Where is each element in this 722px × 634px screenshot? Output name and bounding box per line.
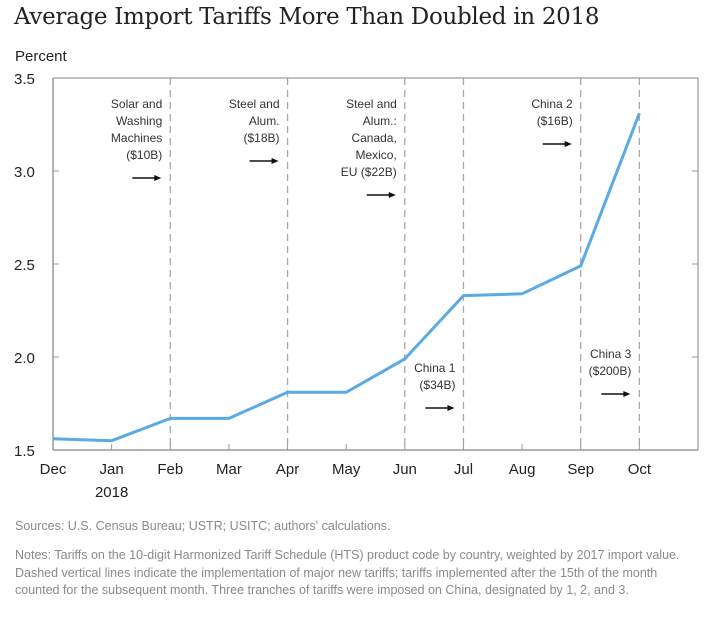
annotation-oct: China 3 ($200B) bbox=[589, 347, 632, 397]
arrow-head-icon bbox=[564, 141, 572, 147]
x-tick-label: Oct bbox=[628, 461, 652, 478]
series-line bbox=[52, 112, 641, 443]
annotation-feb: Solar and Washing Machines ($10B) bbox=[111, 97, 162, 181]
y-tick-label: 3.5 bbox=[14, 71, 35, 88]
arrow-head-icon bbox=[154, 175, 162, 181]
y-axis-ticks: 1.5 2.0 2.5 3.0 3.5 bbox=[14, 71, 698, 460]
annotation-text: Canada, bbox=[351, 131, 396, 145]
x-tick-label: Sep bbox=[567, 461, 594, 478]
y-tick-label: 2.0 bbox=[14, 350, 35, 367]
annotation-text: ($200B) bbox=[589, 364, 632, 378]
chart-title: Average Import Tariffs More Than Doubled… bbox=[14, 4, 600, 30]
annotation-jun: Steel and Alum.: Canada, Mexico, EU ($22B) bbox=[341, 97, 397, 198]
annotation-text: Alum. bbox=[249, 114, 280, 128]
annotation-text: ($10B) bbox=[126, 148, 162, 162]
arrow-head-icon bbox=[388, 192, 396, 198]
y-tick-label: 1.5 bbox=[14, 443, 35, 460]
x-tick-label: Apr bbox=[276, 461, 299, 478]
series bbox=[52, 112, 641, 443]
x-tick-year-label: 2018 bbox=[95, 484, 128, 501]
x-axis-ticks: Dec Jan 2018 Feb Mar Apr May Jun Jul Aug Sep Oct bbox=[40, 444, 652, 501]
annotation-text: EU ($22B) bbox=[341, 165, 397, 179]
x-tick-label: May bbox=[332, 461, 361, 478]
annotation-text: Steel and bbox=[346, 97, 397, 111]
x-tick-label: Dec bbox=[40, 461, 67, 478]
annotation-text: China 1 bbox=[414, 361, 456, 375]
x-tick-label: Jan bbox=[100, 461, 124, 478]
x-tick-label: Jul bbox=[454, 461, 473, 478]
annotation-jul: China 1 ($34B) bbox=[414, 361, 456, 411]
y-axis-label: Percent bbox=[15, 48, 67, 65]
y-tick-label: 2.5 bbox=[14, 257, 35, 274]
arrow-head-icon bbox=[271, 158, 279, 164]
x-tick-label: Aug bbox=[509, 461, 536, 478]
arrow-head-icon bbox=[447, 405, 455, 411]
annotation-text: China 2 bbox=[531, 97, 573, 111]
annotation-text: ($34B) bbox=[419, 378, 455, 392]
arrow-head-icon bbox=[623, 391, 631, 397]
x-tick-label: Mar bbox=[216, 461, 242, 478]
annotation-text: China 3 bbox=[590, 347, 632, 361]
annotations: Solar and Washing Machines ($10B) Steel and A… bbox=[111, 97, 632, 411]
annotation-text: Solar and bbox=[111, 97, 162, 111]
annotation-text: Mexico, bbox=[355, 148, 396, 162]
annotation-text: Alum.: bbox=[363, 114, 397, 128]
notes-text: Notes: Tariffs on the 10-digit Harmonize… bbox=[15, 548, 680, 597]
annotation-text: ($16B) bbox=[537, 114, 573, 128]
annotation-text: Washing bbox=[116, 114, 162, 128]
x-tick-label: Feb bbox=[157, 461, 183, 478]
y-tick-label: 3.0 bbox=[14, 164, 35, 181]
x-tick-label: Jun bbox=[393, 461, 417, 478]
dashed-lines bbox=[169, 78, 641, 450]
annotation-text: Steel and bbox=[229, 97, 280, 111]
annotation-sep: China 2 ($16B) bbox=[531, 97, 573, 147]
annotation-text: Machines bbox=[111, 131, 162, 145]
annotation-text: ($18B) bbox=[244, 131, 280, 145]
sources-note: Sources: U.S. Census Bureau; USTR; USITC… bbox=[15, 519, 391, 533]
annotation-apr: Steel and Alum. ($18B) bbox=[229, 97, 280, 164]
